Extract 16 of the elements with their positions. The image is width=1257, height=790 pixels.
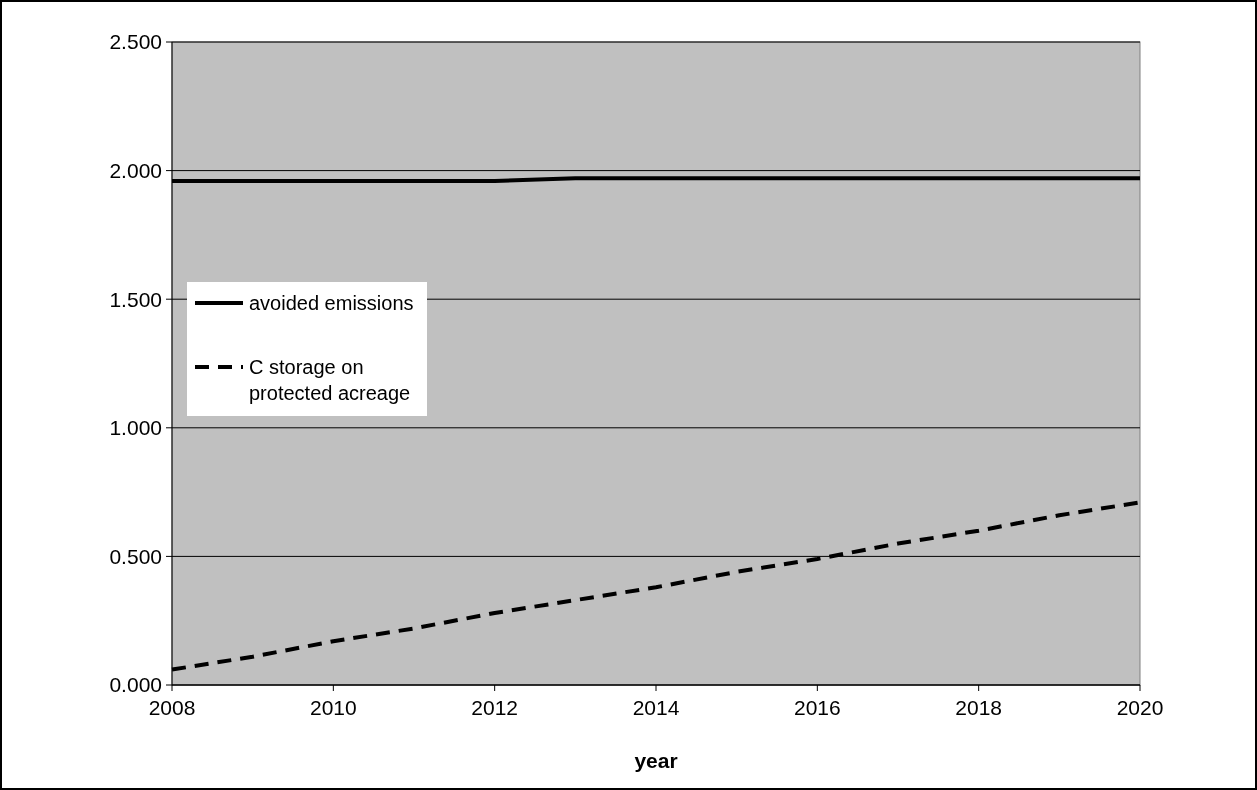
x-tick-label: 2014 (632, 696, 680, 719)
y-tick-label: 2.000 (109, 158, 162, 182)
x-axis-title: year (634, 749, 678, 772)
x-tick-label: 2016 (793, 696, 841, 719)
y-tick-label: 0.500 (109, 544, 162, 568)
legend-label: avoided emissions (249, 292, 414, 314)
y-tick-label: 2.500 (109, 30, 162, 54)
x-tick-label: 2018 (955, 696, 1003, 719)
y-tick-label: 1.500 (109, 287, 162, 311)
x-tick-label: 2020 (1116, 696, 1164, 719)
y-tick-label: 1.000 (109, 416, 162, 440)
y-tick-label: 0.000 (109, 673, 162, 697)
x-tick-label: 2012 (471, 696, 519, 719)
x-tick-label: 2008 (148, 696, 196, 719)
legend-label: C storage on protected acreage (249, 356, 411, 404)
x-tick-label: 2010 (309, 696, 357, 719)
